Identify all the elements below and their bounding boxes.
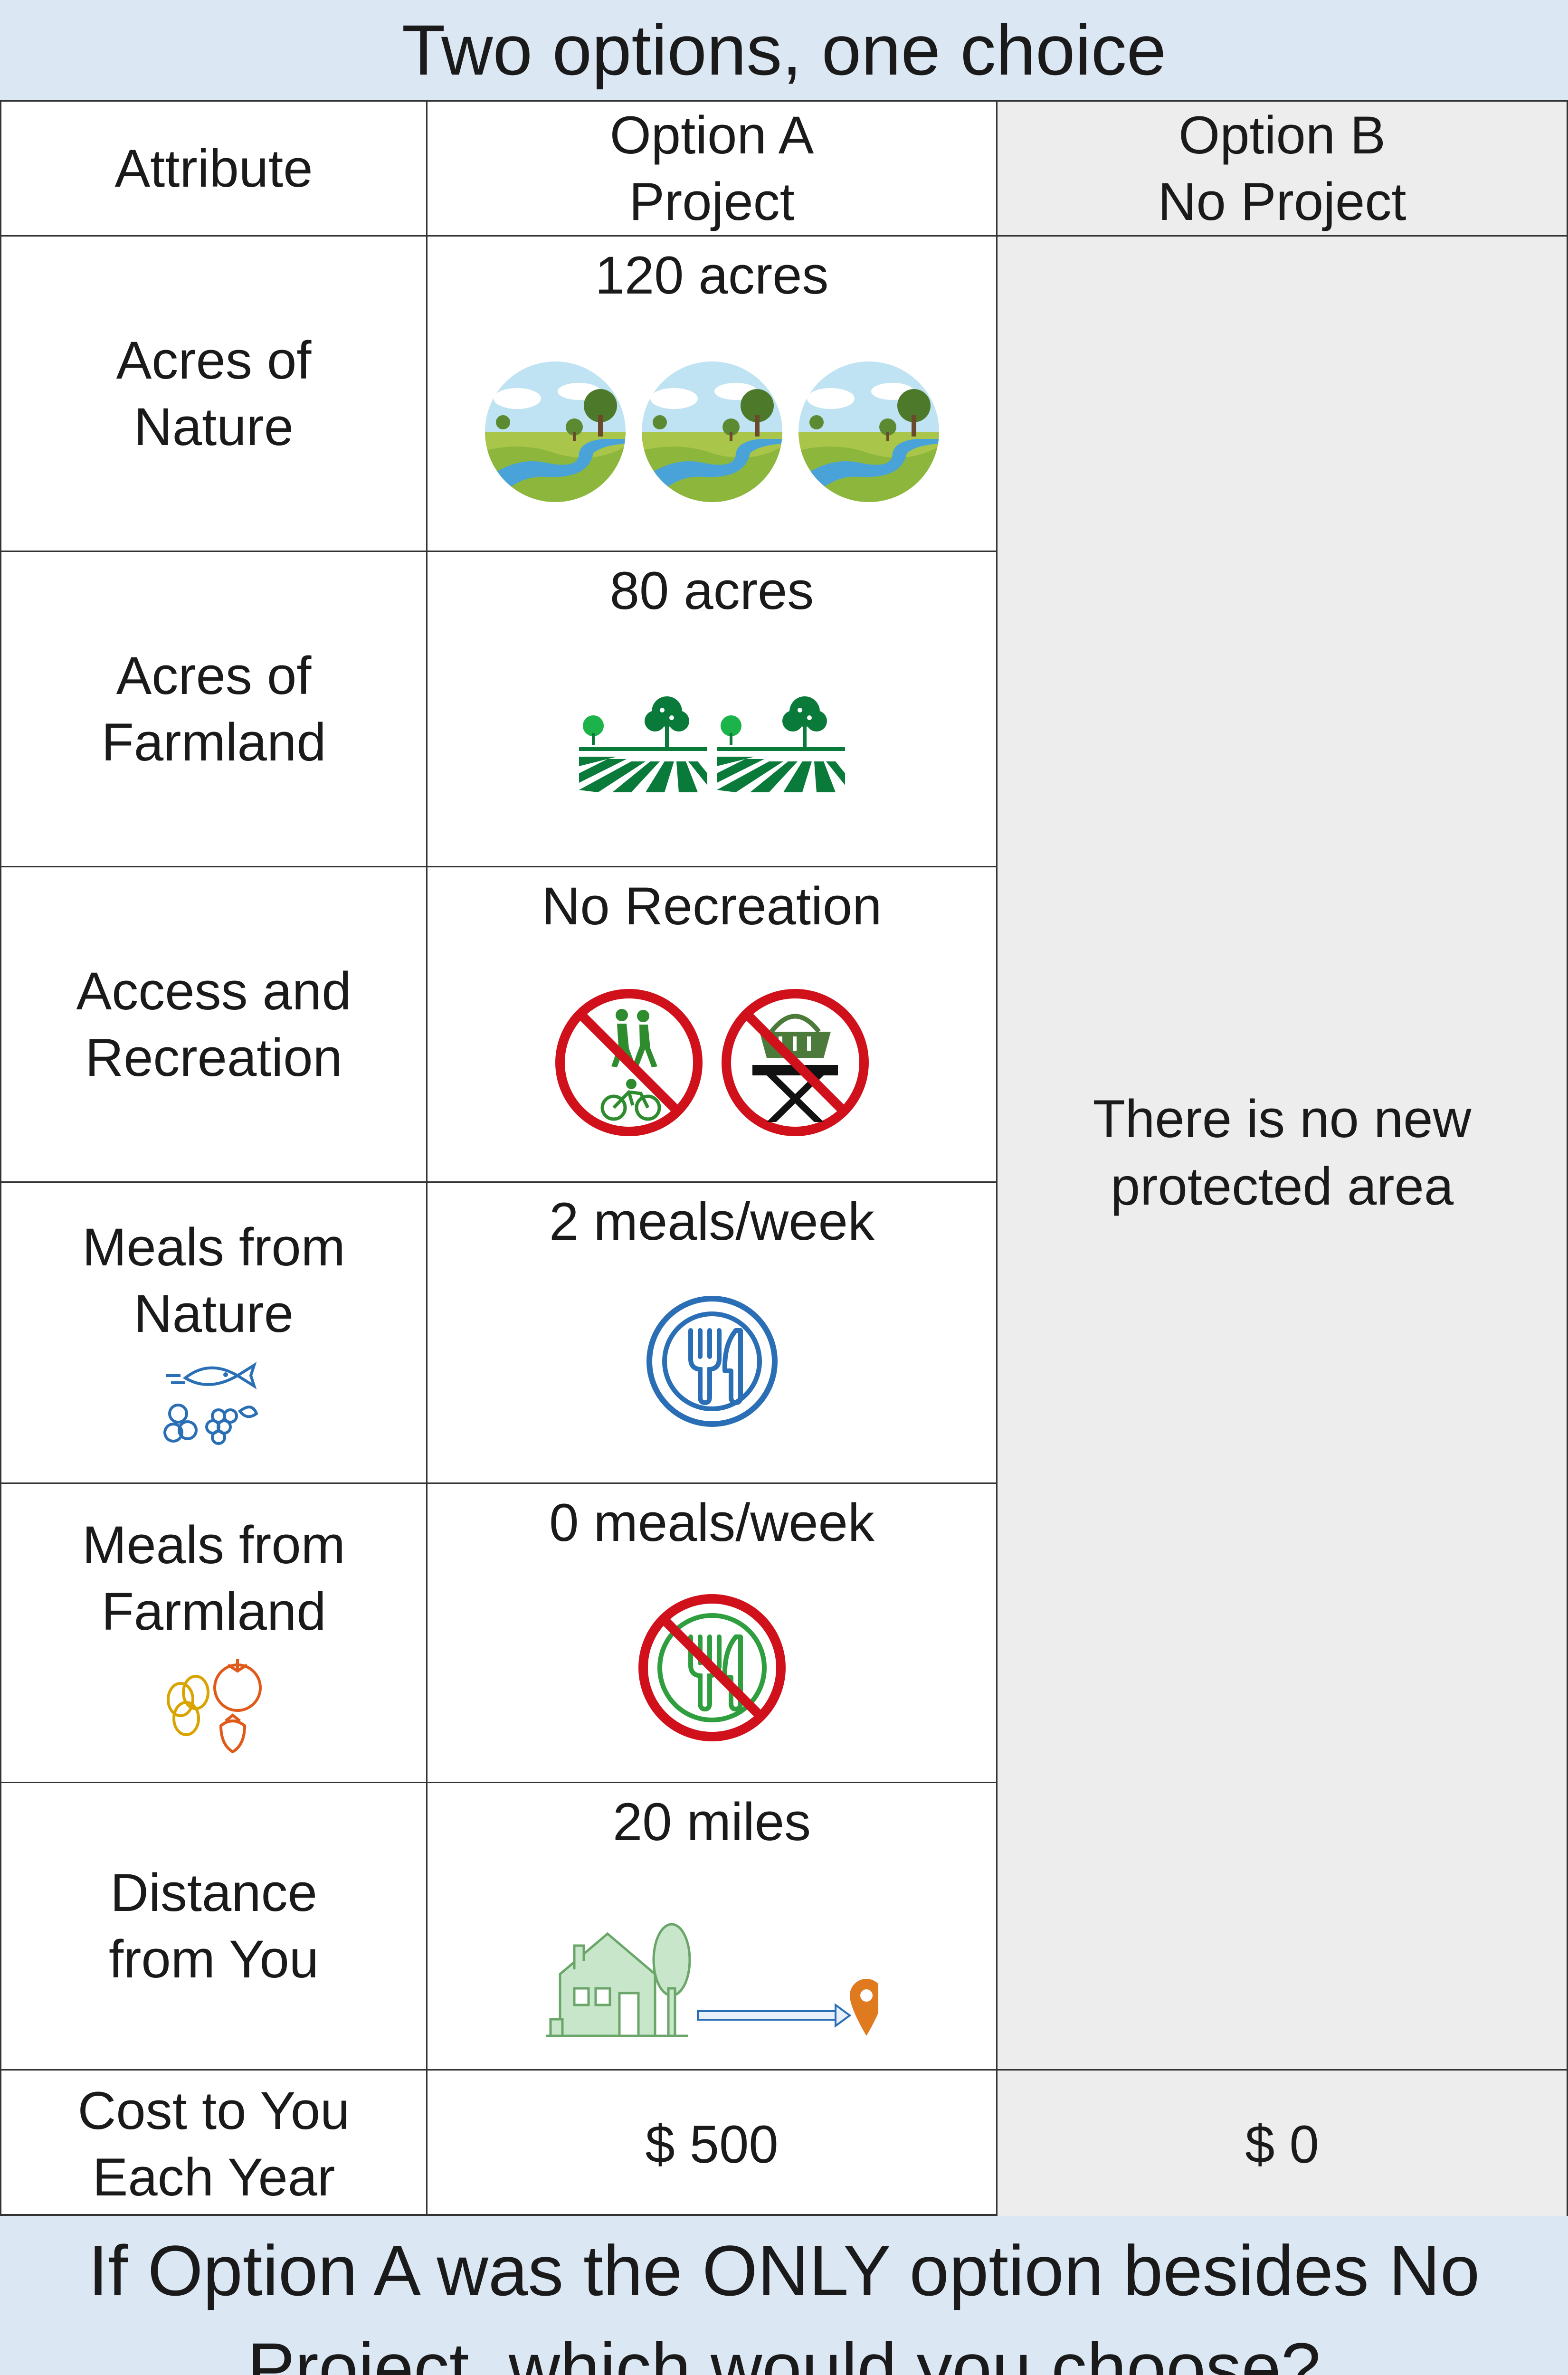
value-label: 20 miles (612, 1792, 811, 1852)
header-option-a-line2: Project (629, 171, 795, 231)
attr-line: from You (108, 1929, 319, 1989)
no-picnic-icon (721, 989, 869, 1136)
no-meal-icon (638, 1594, 786, 1741)
attr-line: Acres of (116, 330, 312, 390)
attr-meals-nature: Meals from Nature (0, 1183, 428, 1484)
attr-line: Access and (76, 961, 352, 1021)
attr-access-recreation: Access and Recreation (0, 867, 428, 1183)
option-b-text-line2: protected area (1110, 1157, 1454, 1216)
farmland-icon (579, 696, 707, 792)
value-distance: 20 miles (428, 1783, 998, 2071)
farmland-icon (716, 696, 845, 792)
no-hiking-biking-icon (555, 989, 703, 1136)
header-option-b-line1: Option B (1178, 105, 1386, 165)
value-label: 2 meals/week (549, 1192, 874, 1251)
attr-line: Nature (133, 397, 294, 456)
attr-line: Distance (110, 1863, 317, 1922)
meal-icon (646, 1296, 778, 1427)
attr-line: Meals from (82, 1217, 345, 1277)
attr-line: Farmland (101, 1581, 326, 1641)
header-option-b-line2: No Project (1158, 171, 1406, 231)
value-meals-nature: 2 meals/week (428, 1183, 998, 1484)
question-line2: Project, which would you choose? (247, 2328, 1321, 2375)
value-meals-farmland: 0 meals/week (428, 1484, 998, 1783)
cost-option-b-value: $ 0 (1245, 2114, 1319, 2174)
attr-distance: Distance from You (0, 1783, 428, 2071)
cost-option-a-value: $ 500 (645, 2114, 779, 2174)
attr-line: Meals from (82, 1515, 345, 1575)
cost-option-a: $ 500 (428, 2071, 998, 2218)
value-acres-farmland: 80 acres (428, 552, 998, 867)
attr-line: Acres of (116, 646, 312, 705)
attr-acres-nature: Acres of Nature (0, 237, 428, 552)
question-line1: If Option A was the ONLY option besides … (88, 2230, 1480, 2310)
header-attribute: Attribute (0, 102, 428, 237)
value-acres-nature: 120 acres (428, 237, 998, 552)
page-title: Two options, one choice (0, 0, 1568, 100)
value-access-recreation: No Recreation (428, 867, 998, 1183)
choice-table: Attribute Option A Project Option B No P… (0, 100, 1568, 2218)
option-b-description: There is no new protected area (998, 237, 1568, 2071)
attr-line: Each Year (92, 2147, 335, 2207)
value-label: 80 acres (609, 561, 814, 620)
nature-landscape-icon (641, 361, 782, 502)
attr-line: Farmland (101, 712, 326, 772)
nature-landscape-icon (485, 361, 626, 502)
value-label: 120 acres (595, 246, 829, 305)
attr-line: Recreation (85, 1027, 342, 1087)
header-attribute-label: Attribute (114, 138, 313, 198)
nature-landscape-icon (798, 361, 939, 502)
header-option-a-line1: Option A (609, 105, 814, 165)
header-option-b: Option B No Project (998, 102, 1568, 237)
value-label: 0 meals/week (549, 1493, 874, 1552)
option-b-text-line1: There is no new (1093, 1089, 1472, 1149)
fish-berries-icon (163, 1361, 258, 1445)
choice-question: If Option A was the ONLY option besides … (0, 2216, 1568, 2375)
house-to-location-icon (545, 1923, 878, 2037)
attr-acres-farmland: Acres of Farmland (0, 552, 428, 867)
cost-option-b: $ 0 (998, 2071, 1568, 2218)
attr-line: Nature (133, 1283, 294, 1343)
attr-cost: Cost to You Each Year (0, 2071, 428, 2218)
attr-line: Cost to You (77, 2081, 350, 2140)
eggs-tomato-strawberry-icon (167, 1659, 262, 1753)
value-label: No Recreation (542, 876, 882, 936)
attr-meals-farmland: Meals from Farmland (0, 1484, 428, 1783)
header-option-a: Option A Project (428, 102, 998, 237)
